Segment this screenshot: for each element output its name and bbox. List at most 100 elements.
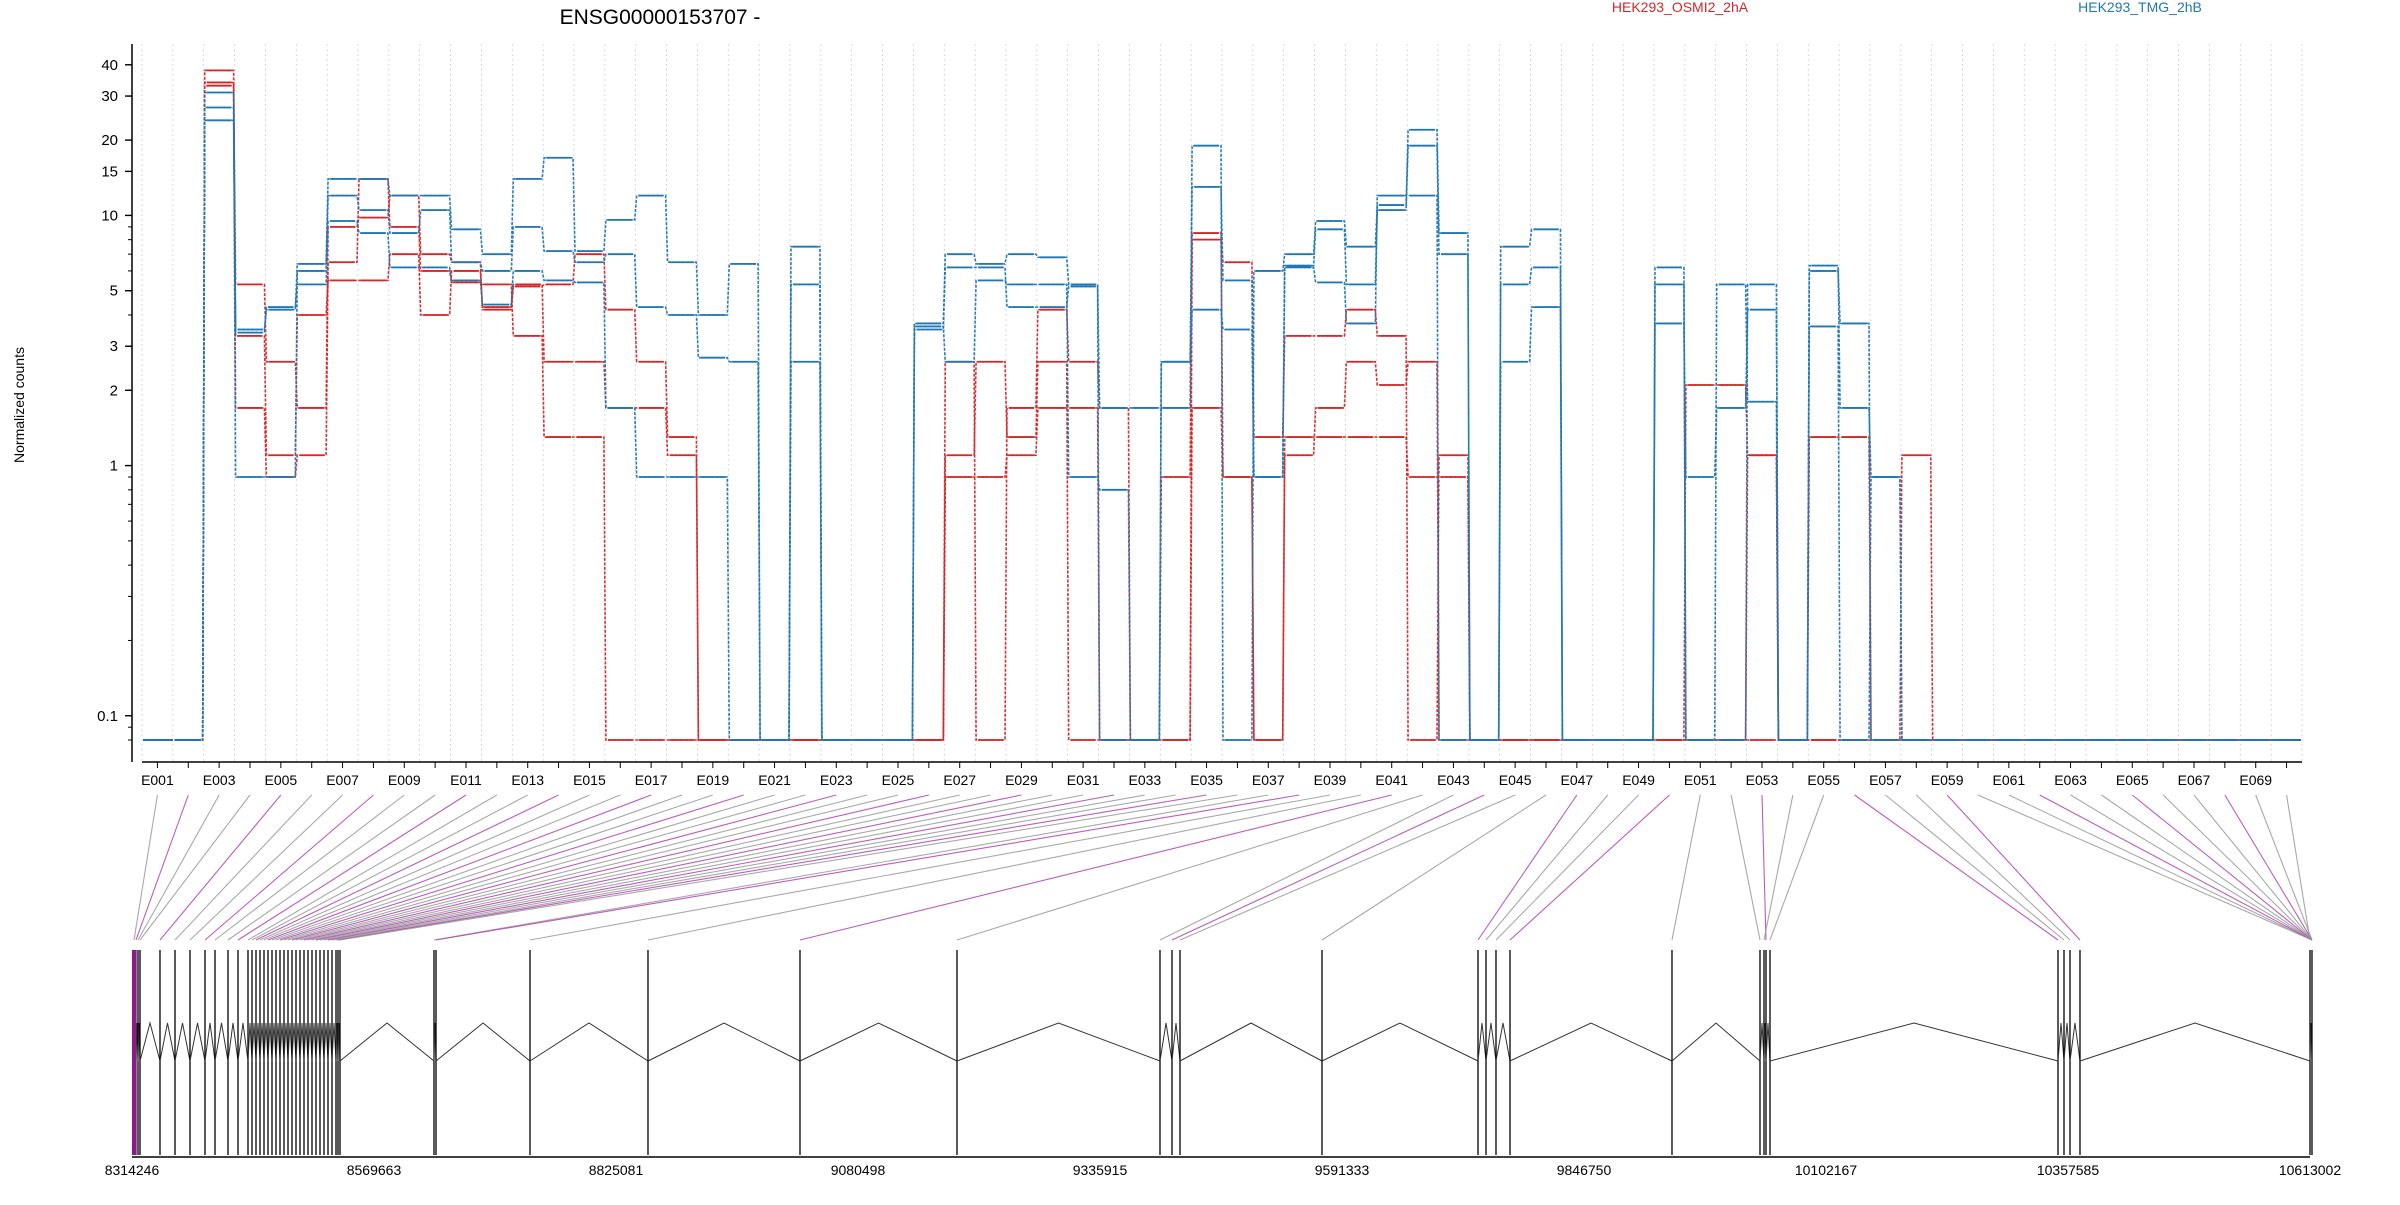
exon-connector	[1915, 794, 2071, 941]
intron-chevron	[1477, 1022, 1487, 1062]
exon-connector	[139, 794, 251, 941]
x-tick-label: E069	[2239, 772, 2272, 788]
exon-connector	[137, 794, 220, 941]
exon-connector	[303, 794, 929, 941]
exon-connector	[1159, 794, 1454, 941]
intron-chevron	[1671, 1022, 1761, 1062]
exon-connector	[263, 794, 621, 941]
intron-chevron	[251, 1022, 257, 1062]
x-tick-label: E035	[1190, 772, 1223, 788]
exon-connector	[135, 794, 189, 941]
intron-chevron	[291, 1022, 297, 1062]
genomic-tick-label: 10613002	[2279, 1162, 2342, 1178]
exon-connector	[1671, 794, 1701, 941]
legend-entry-osmi2: HEK293_OSMI2_2hA	[1612, 0, 1749, 15]
exon-connector	[237, 794, 467, 941]
exon-connector	[1477, 794, 1578, 941]
x-tick-label: E053	[1746, 772, 1779, 788]
intron-chevron	[647, 1022, 801, 1062]
intron-chevron	[283, 1022, 289, 1062]
intron-chevron	[303, 1022, 309, 1062]
intron-chevron	[189, 1022, 206, 1062]
exon-connector	[2070, 794, 2313, 941]
exon-connector	[335, 794, 1176, 941]
intron-chevron	[1179, 1022, 1323, 1062]
x-tick-label: E037	[1252, 772, 1285, 788]
genomic-tick-label: 9335915	[1073, 1162, 1128, 1178]
genomic-tick-label: 10357585	[2037, 1162, 2100, 1178]
x-tick-label: E047	[1561, 772, 1594, 788]
x-tick-label: E039	[1314, 772, 1347, 788]
intron-chevron	[174, 1022, 191, 1062]
x-tick-label: E043	[1437, 772, 1470, 788]
intron-chevron	[1321, 1022, 1479, 1062]
y-tick-label: 2	[110, 382, 118, 399]
exon-connector	[275, 794, 714, 941]
intron-chevron	[529, 1022, 649, 1062]
x-tick-label: E015	[573, 772, 606, 788]
intron-chevron	[159, 1022, 176, 1062]
exon-connector	[2008, 794, 2313, 941]
exon-connector	[1495, 794, 1639, 941]
exon-connector	[956, 794, 1423, 941]
exon-connector	[307, 794, 960, 941]
genomic-tick-label: 8825081	[589, 1162, 644, 1178]
exon-connector	[1179, 794, 1516, 941]
intron-chevron	[267, 1022, 273, 1062]
exon-connector	[327, 794, 1115, 941]
exon-connector	[1885, 794, 2065, 941]
exon-connector	[189, 794, 343, 941]
exon-connector	[251, 794, 528, 941]
intron-chevron	[255, 1022, 261, 1062]
exon-connector	[159, 794, 282, 941]
y-tick-label: 30	[101, 88, 118, 105]
y-tick-label: 15	[101, 163, 118, 180]
intron-chevron	[279, 1022, 285, 1062]
intron-chevron	[1765, 1022, 1771, 1062]
exon-connector	[2131, 794, 2313, 941]
exon-connector	[1946, 794, 2081, 941]
exon-connector	[291, 794, 837, 941]
y-axis-label: Normalized counts	[11, 347, 27, 463]
exon-connector	[339, 794, 1238, 941]
exon-connector	[435, 794, 1300, 941]
intron-chevron	[956, 1022, 1161, 1062]
exon-connector	[311, 794, 991, 941]
intron-chevron	[247, 1022, 253, 1062]
exon-connector	[255, 794, 559, 941]
exon-connector	[1854, 794, 2059, 941]
intron-chevron	[287, 1022, 293, 1062]
x-tick-label: E005	[265, 772, 298, 788]
exon-connector	[647, 794, 1361, 941]
gene-model	[132, 950, 2313, 1155]
x-tick-label: E027	[943, 772, 976, 788]
exon-connector	[337, 794, 1207, 941]
intron-chevron	[2079, 1022, 2311, 1062]
exon-connector	[299, 794, 899, 941]
exon-connector	[2039, 794, 2313, 941]
intron-chevron	[435, 1022, 531, 1062]
exon-connector	[529, 794, 1331, 941]
intron-chevron	[327, 1022, 333, 1062]
exon-connector	[227, 794, 436, 941]
x-tick-label: E045	[1499, 772, 1532, 788]
exon-connector	[295, 794, 868, 941]
genomic-tick-label: 9591333	[1315, 1162, 1370, 1178]
intron-chevron	[299, 1022, 305, 1062]
intron-chevron	[2057, 1022, 2065, 1062]
intron-chevron	[1159, 1022, 1173, 1062]
x-tick-label: E001	[141, 772, 174, 788]
x-tick-label: E033	[1129, 772, 1162, 788]
exon-connector	[1761, 794, 1767, 941]
x-axis: E001 E003 E005 E007 E009 E011 E013 E015 E017 E019…	[141, 761, 2302, 788]
chart-title: ENSG00000153707 -	[560, 6, 761, 29]
x-tick-label: E031	[1067, 772, 1100, 788]
x-tick-label: E059	[1931, 772, 1964, 788]
x-tick-label: E003	[203, 772, 236, 788]
intron-chevron	[1171, 1022, 1181, 1062]
exon-connector	[1171, 794, 1485, 941]
intron-chevron	[139, 1021, 161, 1062]
exon-connector	[315, 794, 1022, 941]
exon-connector	[323, 794, 1084, 941]
